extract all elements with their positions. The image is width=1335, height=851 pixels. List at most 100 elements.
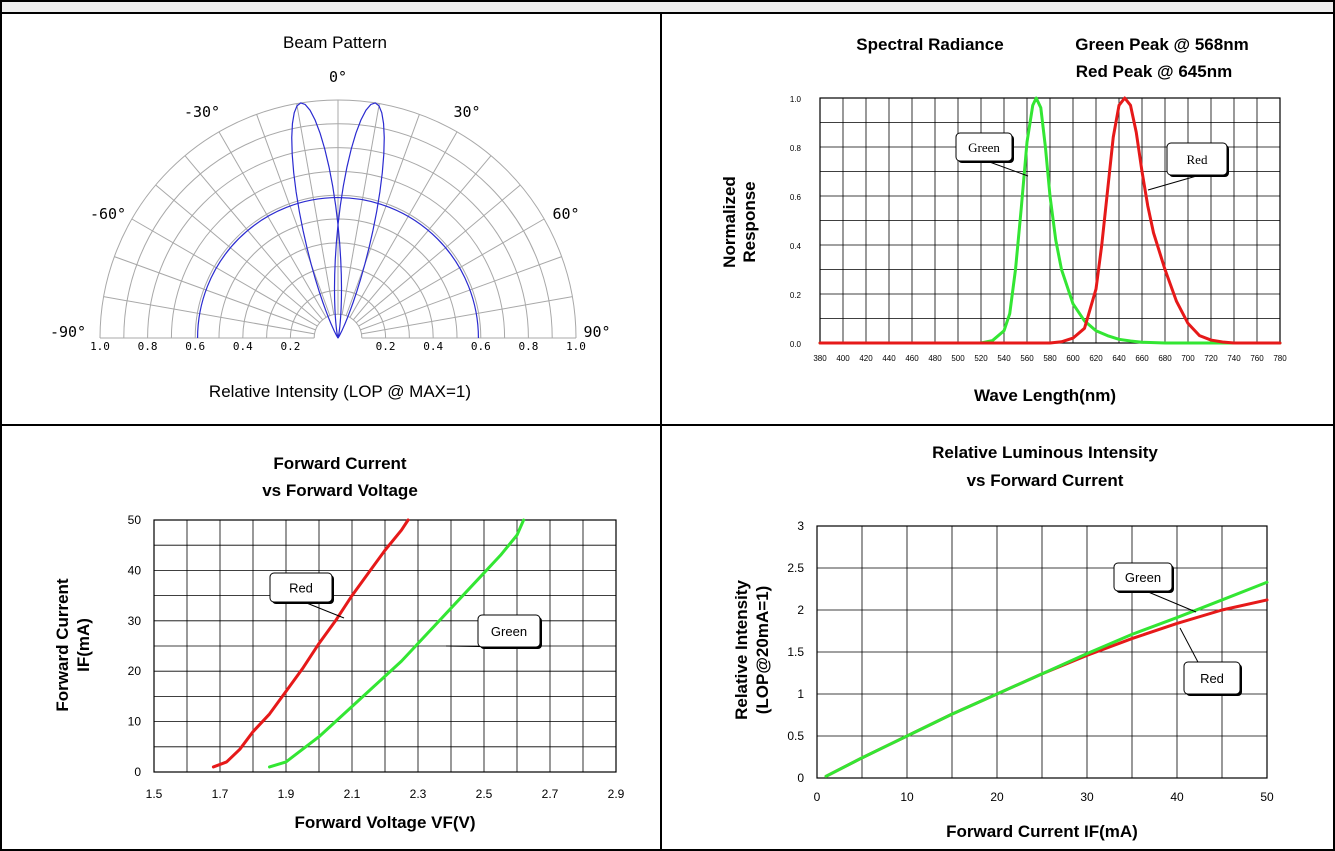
polar-grid (99, 99, 577, 339)
spectral-ytick-label: 0.4 (790, 242, 802, 251)
spectral-ytick-label: 0.6 (790, 193, 802, 202)
iv-xtick-label: 1.7 (212, 787, 229, 801)
spectral-ylabel-line1: Normalized (720, 176, 739, 268)
iv-red-callout: Red (269, 572, 345, 619)
iv-title-line1: Forward Current (273, 454, 407, 473)
polar-spoke (355, 184, 521, 324)
iv-xtick-label: 2.1 (344, 787, 361, 801)
lum-green-line (824, 580, 1269, 778)
polar-spoke (349, 131, 458, 318)
spectral-xtick-label: 460 (905, 354, 919, 363)
spectral-xtick-label: 740 (1227, 354, 1241, 363)
beam-lobes (196, 102, 480, 339)
polar-spoke (114, 256, 316, 331)
polar-spoke (341, 103, 380, 315)
spectral-xtick-label: 580 (1043, 354, 1057, 363)
beam-lobe-right (333, 102, 385, 339)
spectral-xtick-label: 480 (928, 354, 942, 363)
polar-spoke (361, 296, 573, 335)
lum-xtick-label: 20 (990, 790, 1004, 804)
lum-ytick-label: 0.5 (787, 729, 804, 743)
spectral-red-callout-pointer (1147, 174, 1201, 191)
spectral-xtick-label: 700 (1181, 354, 1195, 363)
iv-green-line (268, 518, 526, 769)
spectral-ytick-label: 1.0 (790, 95, 802, 104)
lum-xlabel: Forward Current IF(mA) (946, 822, 1138, 841)
angle-label-0: 0° (329, 68, 347, 86)
spectral-red-callout-text: Red (1187, 152, 1208, 167)
polar-spoke (296, 103, 335, 315)
polar-spoke (360, 256, 562, 331)
spectral-red-callout-box (1166, 142, 1228, 176)
spectral-xtick-label: 540 (997, 354, 1011, 363)
spectral-ytick-label: 0.2 (790, 291, 802, 300)
radial-tick-label: 0.4 (423, 340, 443, 353)
iv-xtick-label: 1.9 (278, 787, 295, 801)
radial-tick-label: 0.8 (518, 340, 538, 353)
spectral-xtick-label: 640 (1112, 354, 1126, 363)
iv-red-callout-box (269, 572, 333, 603)
spectral-ytick-label: 0.8 (790, 144, 802, 153)
iv-xtick-label: 2.5 (476, 787, 493, 801)
polar-spoke (352, 155, 492, 321)
radial-tick-label: 1.0 (90, 340, 110, 353)
iv-ytick-label: 20 (128, 664, 142, 678)
beam-pattern-panel: Beam Pattern 0° -30° 30° -60° 60° -90° 9… (50, 33, 611, 401)
iv-xtick-label: 2.3 (410, 787, 427, 801)
spectral-xtick-label: 620 (1089, 354, 1103, 363)
spectral-red-peak: Red Peak @ 645nm (1076, 62, 1232, 81)
lum-xtick-label: 30 (1080, 790, 1094, 804)
spectral-xtick-label: 680 (1158, 354, 1172, 363)
iv-xtick-label: 2.7 (542, 787, 559, 801)
lum-ylabel-line1: Relative Intensity (732, 580, 751, 720)
header-band (1, 0, 1334, 13)
angle-label-minus90: -90° (50, 323, 86, 341)
spectral-green-peak: Green Peak @ 568nm (1075, 35, 1248, 54)
spectral-xtick-label: 500 (951, 354, 965, 363)
iv-ytick-label: 0 (134, 765, 141, 779)
iv-ytick-label: 40 (128, 563, 142, 577)
angle-label-30: 30° (453, 103, 480, 121)
lum-green-callout-text: Green (1125, 570, 1161, 585)
spectral-plot: 380 400 420 440 460 480 500 520 540 560 580 600 620 6… (790, 95, 1287, 363)
spectral-xtick-label: 520 (974, 354, 988, 363)
polar-ring (313, 313, 363, 339)
polar-spoke (103, 296, 315, 335)
radial-tick-label: 0.8 (138, 340, 158, 353)
spectral-green-callout-box (955, 132, 1013, 162)
lum-green-callout: Green (1113, 562, 1197, 613)
spectral-ytick-label: 0.0 (790, 340, 802, 349)
polar-spoke (155, 184, 321, 324)
beam-circle (196, 197, 480, 339)
iv-ylabel-line1: Forward Current (53, 578, 72, 712)
lum-ytick-label: 0 (797, 771, 804, 785)
spectral-xtick-label: 660 (1135, 354, 1149, 363)
spectral-title: Spectral Radiance (856, 35, 1003, 54)
lum-plot: 0 10 20 30 40 50 0 0.5 1 1.5 2 2.5 3 Green Red (787, 519, 1274, 804)
radial-tick-label: 0.4 (233, 340, 253, 353)
iv-red-callout-text: Red (289, 581, 313, 596)
iv-green-callout-text: Green (491, 624, 527, 639)
iv-xtick-label: 2.9 (608, 787, 625, 801)
spectral-panel: Spectral Radiance Green Peak @ 568nm Red… (720, 35, 1287, 405)
iv-title-line2: vs Forward Voltage (262, 481, 418, 500)
spectral-green-callout-pointer (986, 160, 1029, 177)
spectral-xlabel: Wave Length(nm) (974, 386, 1116, 405)
spectral-red-callout: Red (1147, 142, 1229, 191)
lum-xtick-label: 10 (900, 790, 914, 804)
lum-red-callout-box (1183, 661, 1241, 695)
iv-green-callout-box (477, 614, 541, 648)
spectral-red-line (818, 96, 1282, 345)
polar-spoke (131, 218, 318, 327)
radial-tick-label: 0.6 (471, 340, 491, 353)
polar-spoke (218, 131, 327, 318)
polar-spoke (184, 155, 324, 321)
angle-label-90: 90° (583, 323, 610, 341)
radial-tick-label: 0.2 (280, 340, 300, 353)
iv-ytick-label: 30 (128, 614, 142, 628)
beam-title: Beam Pattern (283, 33, 387, 52)
lum-ylabel-line2: (LOP@20mA=1) (753, 586, 772, 715)
lum-green-callout-box (1113, 562, 1173, 592)
beam-lobe-left (291, 102, 343, 339)
